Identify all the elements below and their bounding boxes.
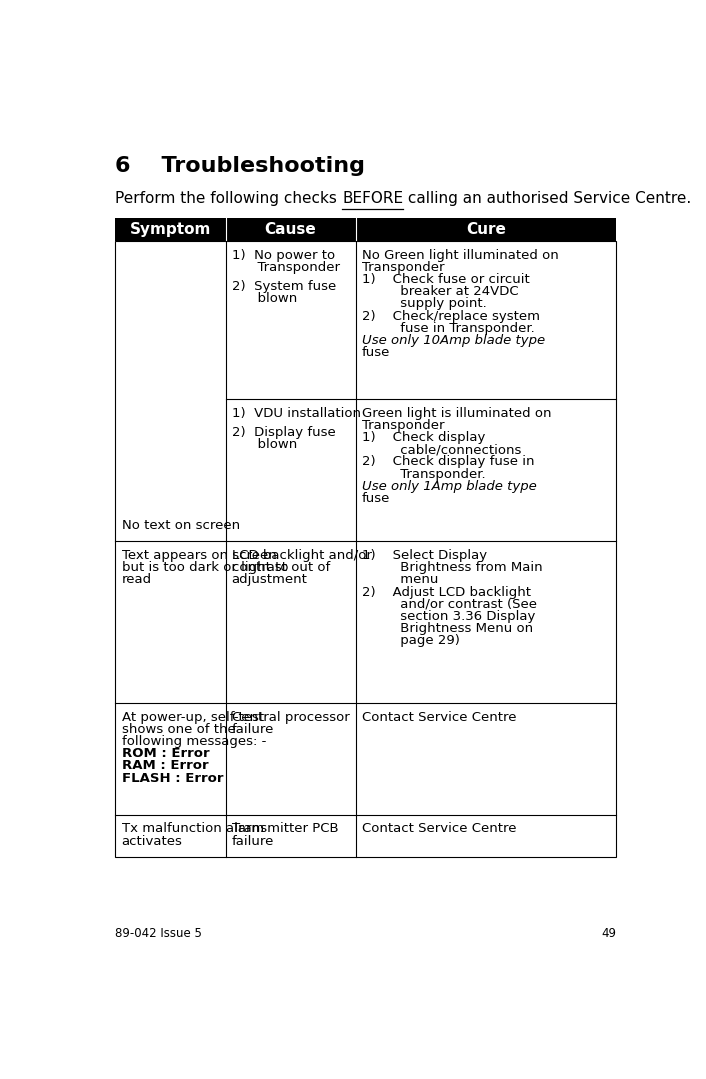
Text: section 3.36 Display: section 3.36 Display: [362, 610, 535, 623]
Text: fuse in Transponder.: fuse in Transponder.: [362, 322, 534, 334]
Text: 1)    Select Display: 1) Select Display: [362, 549, 487, 562]
Text: following messages: -: following messages: -: [121, 735, 266, 748]
Text: Tx malfunction alarm: Tx malfunction alarm: [121, 822, 264, 835]
Text: cable/connections: cable/connections: [362, 443, 521, 456]
Text: blown: blown: [232, 438, 297, 451]
Text: 1)  VDU installation: 1) VDU installation: [232, 407, 361, 420]
Text: shows one of the: shows one of the: [121, 723, 235, 736]
Text: Transponder.: Transponder.: [362, 467, 486, 480]
Text: Use only 10Amp blade type: Use only 10Amp blade type: [362, 334, 545, 347]
Bar: [115, 241, 616, 857]
Text: 2)  Display fuse: 2) Display fuse: [232, 425, 335, 438]
Text: LCD backlight and/or: LCD backlight and/or: [232, 549, 371, 562]
Text: Transmitter PCB: Transmitter PCB: [232, 822, 338, 835]
Text: At power-up, self-test: At power-up, self-test: [121, 711, 264, 724]
Text: Cure: Cure: [466, 222, 505, 237]
Text: Cause: Cause: [265, 222, 316, 237]
Text: 49: 49: [601, 927, 616, 940]
Text: RAM : Error: RAM : Error: [121, 760, 208, 773]
Text: No text on screen: No text on screen: [121, 519, 240, 532]
Text: Green light is illuminated on: Green light is illuminated on: [362, 407, 551, 420]
Text: 2)  System fuse: 2) System fuse: [232, 279, 336, 292]
Text: Central processor: Central processor: [232, 711, 349, 724]
Text: adjustment: adjustment: [232, 573, 308, 587]
Text: page 29): page 29): [362, 634, 460, 647]
Text: read: read: [121, 573, 152, 587]
Text: 2)    Check/replace system: 2) Check/replace system: [362, 310, 540, 323]
Text: contrast out of: contrast out of: [232, 561, 330, 574]
Text: Text appears on screen: Text appears on screen: [121, 549, 276, 562]
Text: BEFORE: BEFORE: [342, 191, 403, 206]
Text: Transponder: Transponder: [362, 419, 444, 432]
Text: Brightness from Main: Brightness from Main: [362, 561, 542, 574]
Text: 1)    Check fuse or circuit: 1) Check fuse or circuit: [362, 273, 530, 286]
Text: breaker at 24VDC: breaker at 24VDC: [362, 285, 518, 298]
Text: fuse: fuse: [362, 346, 390, 359]
Text: activates: activates: [121, 835, 182, 848]
Text: FLASH : Error: FLASH : Error: [121, 771, 223, 784]
Text: and/or contrast (See: and/or contrast (See: [362, 598, 537, 611]
Text: 1)  No power to: 1) No power to: [232, 249, 335, 262]
Text: Symptom: Symptom: [130, 222, 211, 237]
Text: Brightness Menu on: Brightness Menu on: [362, 623, 533, 636]
Text: 2)    Check display fuse in: 2) Check display fuse in: [362, 455, 534, 468]
Text: failure: failure: [232, 723, 274, 736]
Text: 89-042 Issue 5: 89-042 Issue 5: [115, 927, 202, 940]
Text: 6    Troubleshooting: 6 Troubleshooting: [115, 156, 366, 177]
Text: Perform the following checks: Perform the following checks: [115, 191, 342, 206]
Text: Use only 1Amp blade type: Use only 1Amp blade type: [362, 480, 537, 493]
Text: but is too dark or light to: but is too dark or light to: [121, 561, 288, 574]
Text: calling an authorised Service Centre.: calling an authorised Service Centre.: [403, 191, 691, 206]
Text: menu: menu: [362, 573, 438, 587]
Text: Contact Service Centre: Contact Service Centre: [362, 822, 516, 835]
Text: Transponder: Transponder: [232, 261, 340, 274]
Text: No Green light illuminated on: No Green light illuminated on: [362, 249, 558, 262]
Text: blown: blown: [232, 292, 297, 305]
Text: ROM : Error: ROM : Error: [121, 748, 209, 761]
Text: failure: failure: [232, 835, 274, 848]
Bar: [115, 218, 616, 241]
Text: fuse: fuse: [362, 492, 390, 505]
Text: 2)    Adjust LCD backlight: 2) Adjust LCD backlight: [362, 586, 531, 599]
Text: Contact Service Centre: Contact Service Centre: [362, 711, 516, 724]
Text: supply point.: supply point.: [362, 298, 486, 311]
Text: 1)    Check display: 1) Check display: [362, 431, 485, 445]
Text: Transponder: Transponder: [362, 261, 444, 274]
